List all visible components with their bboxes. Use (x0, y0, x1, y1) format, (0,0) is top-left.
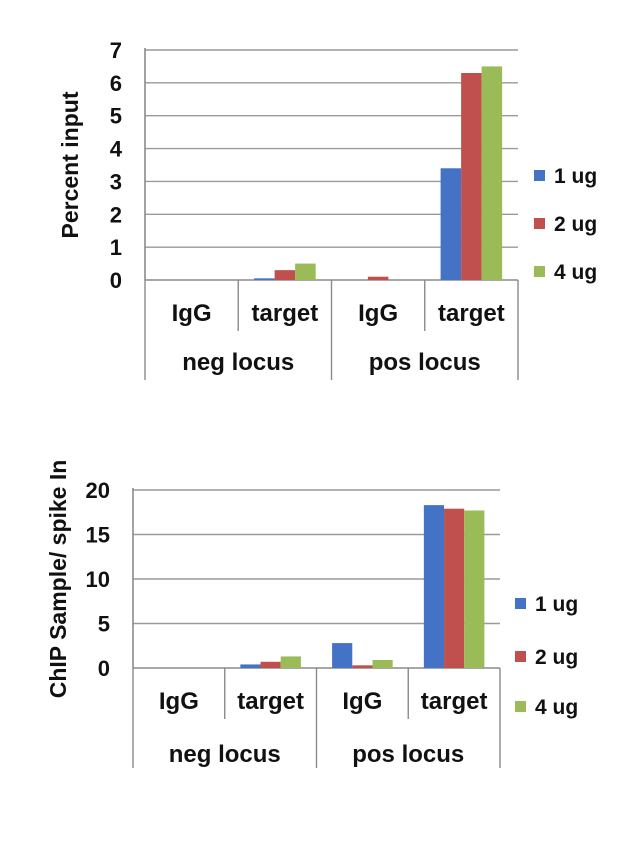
y-axis-label: ChIP Sample/ spike In (45, 460, 71, 699)
legend-label: 1 ug (554, 165, 597, 188)
category-label: IgG (172, 300, 212, 327)
bar-2ug-1 (274, 270, 296, 280)
bar-1ug-3 (423, 505, 445, 668)
legend-label: 2 ug (554, 213, 597, 236)
bar-1ug-1 (254, 278, 275, 280)
legend-swatch-4ug (534, 266, 545, 277)
y-tick-label: 5 (110, 104, 122, 129)
bar-1ug-1 (240, 664, 261, 668)
y-tick-label: 3 (110, 169, 122, 194)
group-label: pos locus (352, 741, 464, 768)
y-tick-label: 0 (110, 268, 122, 293)
percent-input-chart: 0 1 2 3 4 5 6 7 Percent input IgG target IgG target n… (57, 38, 597, 380)
y-axis-label: Percent input (57, 91, 83, 238)
bar-4ug-2 (372, 659, 393, 668)
bar-2ug-3 (461, 73, 482, 280)
category-label: IgG (159, 688, 199, 715)
bar-2ug-1 (260, 661, 281, 668)
y-tick-label: 6 (110, 71, 122, 96)
y-tick-label: 0 (98, 656, 110, 681)
bar-2ug-3 (444, 508, 465, 668)
y-tick-label: 1 (110, 235, 122, 260)
category-label: IgG (342, 688, 382, 715)
bar-4ug-1 (280, 656, 301, 668)
legend-swatch-2ug (534, 218, 545, 229)
category-label: IgG (358, 300, 398, 327)
legend-label: 4 ug (554, 261, 597, 284)
category-label: target (421, 688, 488, 715)
chip-spike-in-chart: 0 5 10 15 20 ChIP Sample/ spike In IgG target Ig… (45, 460, 578, 768)
y-tick-label: 2 (110, 202, 122, 227)
legend-swatch-4ug (515, 701, 526, 712)
legend-swatch-2ug (515, 651, 526, 662)
y-tick-label: 7 (110, 38, 122, 63)
legend-label: 4 ug (535, 696, 578, 719)
bar-4ug-3 (464, 510, 485, 668)
bar-2ug-2 (367, 276, 389, 280)
group-label: neg locus (169, 741, 281, 768)
y-tick-label: 20 (86, 478, 110, 503)
y-tick-label: 4 (110, 137, 123, 162)
legend-swatch-1ug (534, 170, 545, 181)
y-tick-label: 10 (86, 567, 110, 592)
group-label: neg locus (182, 349, 294, 376)
legend-label: 2 ug (535, 646, 578, 669)
bar-1ug-3 (440, 168, 462, 280)
category-label: target (438, 300, 505, 327)
legend-label: 1 ug (535, 593, 578, 616)
y-tick-label: 5 (98, 612, 110, 637)
legend-swatch-1ug (515, 598, 526, 609)
category-label: target (237, 688, 304, 715)
bar-4ug-1 (295, 263, 316, 280)
y-tick-label: 15 (86, 523, 110, 548)
bar-4ug-3 (481, 66, 503, 280)
bar-1ug-2 (332, 643, 353, 668)
category-label: target (252, 300, 319, 327)
bar-2ug-2 (352, 665, 373, 668)
group-label: pos locus (369, 349, 481, 376)
